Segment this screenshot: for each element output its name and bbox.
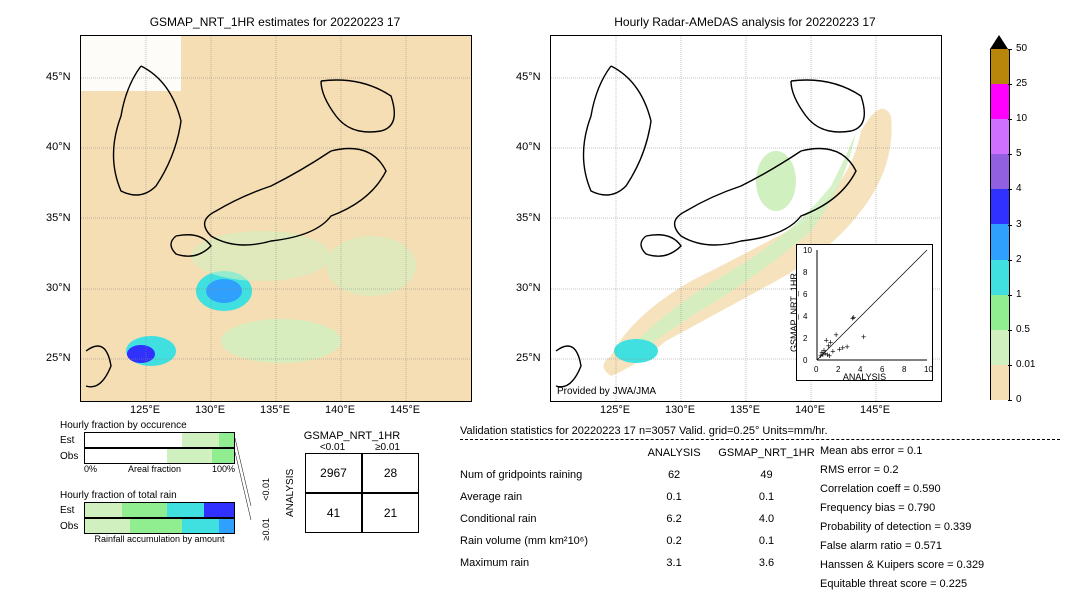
svg-text:+: + (861, 332, 866, 342)
svg-text:+: + (821, 345, 826, 355)
scatter-xlabel: ANALYSIS (797, 372, 932, 382)
svg-text:10: 10 (803, 246, 812, 255)
scatter-ylabel: GSMAP_NRT_1HR (789, 245, 799, 380)
hourly-total-title: Hourly fraction of total rain (60, 490, 177, 501)
hourly-occ-chart: Est Obs 0%Areal fraction100% (60, 432, 235, 474)
map-right-title: Hourly Radar-AMeDAS analysis for 2022022… (550, 15, 940, 29)
ct-cell-00: 2967 (305, 453, 362, 493)
svg-text:+: + (845, 342, 850, 352)
hourly-occ-title: Hourly fraction by occurence (60, 420, 187, 431)
scatter-inset: ++++++++++++++++++00224466881010 ANALYSI… (796, 244, 933, 381)
validation-title: Validation statistics for 20220223 17 n=… (460, 425, 1060, 437)
svg-text:+: + (824, 336, 829, 346)
svg-text:0: 0 (803, 356, 808, 365)
map-left-title: GSMAP_NRT_1HR estimates for 20220223 17 (80, 15, 470, 29)
contingency-table: GSMAP_NRT_1HR <0.01≥0.01 ANALYSIS 296728… (285, 430, 419, 533)
table-row: Rain volume (mm km²10⁶)0.20.1 (460, 530, 820, 552)
provider-label: Provided by JWA/JMA (557, 386, 656, 397)
map-left (80, 35, 472, 402)
table-row: Conditional rain6.24.0 (460, 508, 820, 530)
svg-text:+: + (837, 344, 842, 354)
est-label: Est (60, 435, 84, 446)
svg-text:+: + (827, 351, 832, 361)
map-right: Provided by JWA/JMA ++++++++++++++++++00… (550, 35, 942, 402)
map-left-svg (81, 36, 471, 401)
table-row: Average rain0.10.1 (460, 486, 820, 508)
ct-cell-11: 21 (362, 493, 419, 533)
ct-cell-10: 41 (305, 493, 362, 533)
table-row: Num of gridpoints raining6249 (460, 464, 820, 486)
svg-text:6: 6 (803, 290, 808, 299)
ct-cell-01: 28 (362, 453, 419, 493)
svg-text:+: + (834, 330, 839, 340)
svg-text:4: 4 (803, 312, 808, 321)
table-row: Maximum rain3.13.6 (460, 552, 820, 574)
svg-text:2: 2 (803, 334, 808, 343)
svg-text:+: + (851, 312, 856, 322)
hourly-total-chart: Est Obs Rainfall accumulation by amount (60, 502, 235, 544)
validation-block: Validation statistics for 20220223 17 n=… (460, 425, 1060, 594)
obs-label: Obs (60, 451, 84, 462)
colorbar: 502510543210.50.010 (990, 35, 1050, 400)
svg-text:8: 8 (803, 268, 808, 277)
